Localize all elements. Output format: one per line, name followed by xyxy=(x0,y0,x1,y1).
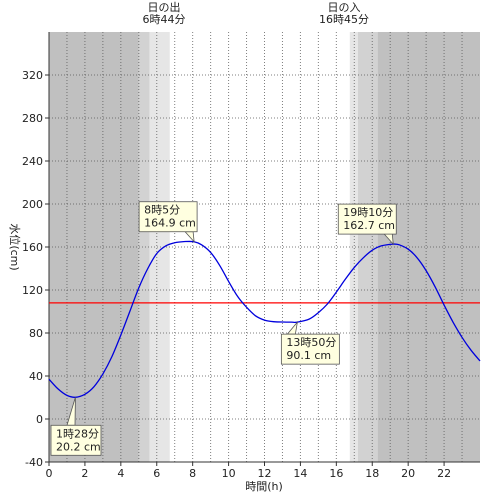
sunrise-time: 6時44分 xyxy=(143,13,186,26)
twilight-band-morning-dark xyxy=(138,32,150,462)
x-tick-label: 22 xyxy=(437,467,451,480)
callout-level: 164.9 cm xyxy=(144,217,196,230)
x-tick-label: 6 xyxy=(153,467,160,480)
night-band-morning xyxy=(49,32,139,462)
x-tick-label: 2 xyxy=(81,467,88,480)
callout-level: 90.1 cm xyxy=(286,349,331,362)
x-tick-label: 10 xyxy=(222,467,236,480)
y-tick-label: 80 xyxy=(29,327,43,340)
tide-curve xyxy=(48,240,481,398)
x-tick-label: 0 xyxy=(46,467,53,480)
x-axis-label: 時間(h) xyxy=(245,480,283,493)
x-tick-label: 16 xyxy=(329,467,343,480)
y-tick-label: 120 xyxy=(22,284,43,297)
y-tick-label: 280 xyxy=(22,112,43,125)
callout-time: 1時28分 xyxy=(56,427,99,440)
twilight-band-morning-light xyxy=(149,32,170,462)
series-layer xyxy=(48,240,481,398)
sunset-label: 日の入 xyxy=(328,1,361,14)
y-tick-label: 160 xyxy=(22,241,43,254)
twilight-band-evening-light xyxy=(349,32,358,462)
callout-level: 162.7 cm xyxy=(343,219,395,232)
y-axis-label: 水位(cm) xyxy=(8,223,22,270)
y-tick-label: 240 xyxy=(22,155,43,168)
sunrise-label: 日の出 xyxy=(148,0,181,14)
y-tick-label: 320 xyxy=(22,69,43,82)
y-tick-label: 200 xyxy=(22,198,43,211)
x-tick-label: 4 xyxy=(117,467,124,480)
night-band-evening xyxy=(377,32,480,462)
callout-level: 20.2 cm xyxy=(56,440,101,453)
y-tick-label: -40 xyxy=(25,456,43,469)
callout-box xyxy=(138,201,198,233)
x-tick-label: 18 xyxy=(365,467,379,480)
sunset-time: 16時45分 xyxy=(319,13,369,26)
callout-time: 19時10分 xyxy=(343,206,393,219)
y-tick-label: 40 xyxy=(29,370,43,383)
x-tick-label: 20 xyxy=(401,467,415,480)
callout-time: 13時50分 xyxy=(286,336,336,349)
callout-time: 8時5分 xyxy=(144,204,180,217)
x-tick-label: 14 xyxy=(293,467,307,480)
callout-box xyxy=(337,203,397,235)
y-tick-label: 0 xyxy=(36,413,43,426)
x-tick-label: 12 xyxy=(258,467,272,480)
callout-box xyxy=(50,424,102,456)
x-tick-label: 8 xyxy=(189,467,196,480)
callout-box xyxy=(280,333,340,365)
